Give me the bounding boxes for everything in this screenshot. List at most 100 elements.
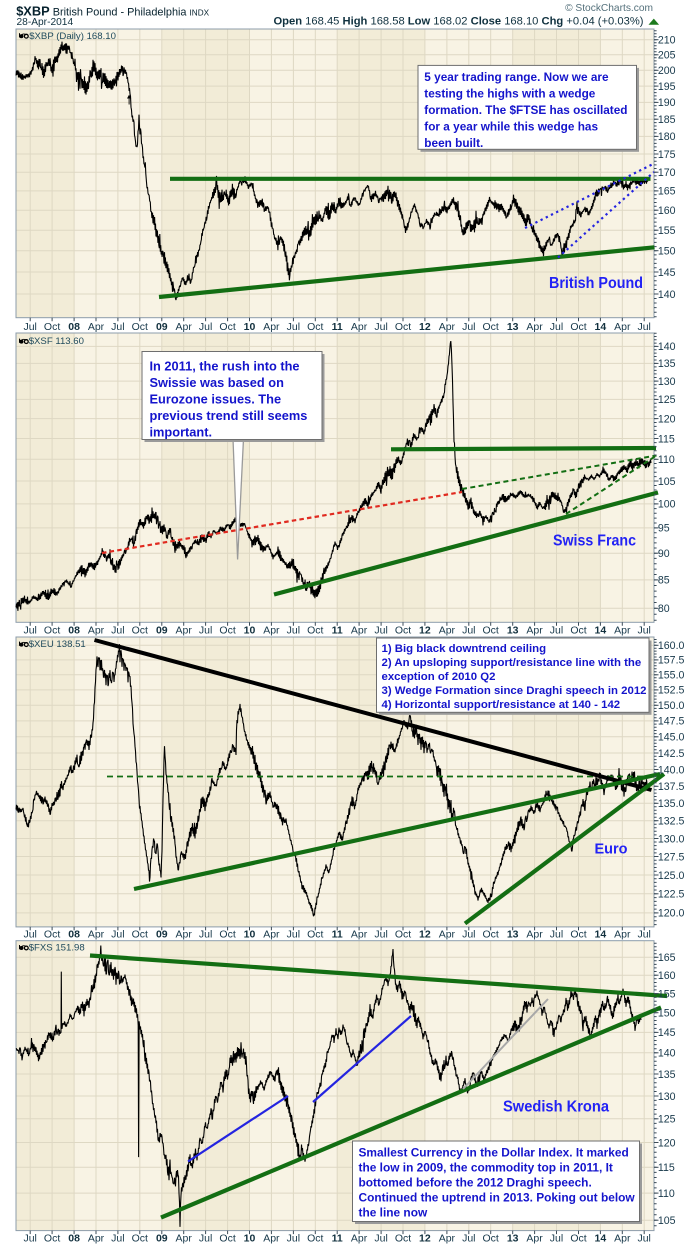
svg-text:100: 100 bbox=[658, 499, 676, 511]
svg-text:205: 205 bbox=[658, 50, 676, 62]
svg-text:Swissie was based on: Swissie was based on bbox=[150, 375, 285, 390]
svg-text:170: 170 bbox=[658, 167, 676, 179]
svg-text:Jul: Jul bbox=[462, 624, 475, 636]
svg-text:85: 85 bbox=[658, 575, 670, 587]
svg-text:Oct: Oct bbox=[132, 1233, 148, 1245]
svg-text:Apr: Apr bbox=[88, 929, 105, 941]
svg-text:Apr: Apr bbox=[176, 929, 193, 941]
svg-text:125: 125 bbox=[658, 394, 676, 406]
svg-text:09: 09 bbox=[156, 1233, 168, 1245]
svg-text:13: 13 bbox=[507, 1233, 519, 1245]
svg-text:$XBP (Daily) 168.10: $XBP (Daily) 168.10 bbox=[29, 31, 116, 42]
svg-text:145.0: 145.0 bbox=[658, 732, 685, 744]
svg-text:165: 165 bbox=[658, 952, 676, 964]
svg-text:12: 12 bbox=[419, 321, 431, 333]
svg-text:Euro: Euro bbox=[595, 841, 628, 858]
svg-text:105: 105 bbox=[658, 1215, 676, 1227]
svg-text:Open 168.45 High 168.58 Low: Open 168.45 High 168.58 Low 168.02 Close… bbox=[273, 15, 643, 27]
svg-text:Apr: Apr bbox=[614, 321, 631, 333]
svg-text:Oct: Oct bbox=[570, 321, 586, 333]
svg-text:147.5: 147.5 bbox=[658, 716, 685, 728]
svg-text:125: 125 bbox=[658, 1114, 676, 1126]
svg-text:130: 130 bbox=[658, 1091, 676, 1103]
svg-text:Oct: Oct bbox=[219, 321, 235, 333]
svg-text:09: 09 bbox=[156, 624, 168, 636]
svg-text:Jul: Jul bbox=[23, 624, 36, 636]
svg-text:185: 185 bbox=[658, 114, 676, 126]
svg-text:5 year trading range. Now we a: 5 year trading range. Now we are bbox=[424, 70, 609, 84]
svg-text:13: 13 bbox=[507, 929, 519, 941]
svg-text:Jul: Jul bbox=[111, 929, 124, 941]
svg-text:10: 10 bbox=[244, 929, 256, 941]
svg-text:for a year while this wedge ha: for a year while this wedge has bbox=[424, 120, 598, 134]
svg-text:Apr: Apr bbox=[526, 321, 543, 333]
svg-text:165: 165 bbox=[658, 186, 676, 198]
svg-text:Jul: Jul bbox=[462, 321, 475, 333]
svg-text:190: 190 bbox=[658, 97, 676, 109]
svg-text:Swiss Franc: Swiss Franc bbox=[553, 533, 636, 550]
svg-text:Oct: Oct bbox=[570, 1233, 586, 1245]
svg-text:$FXS 151.98: $FXS 151.98 bbox=[29, 943, 85, 954]
svg-text:Apr: Apr bbox=[263, 1233, 280, 1245]
svg-text:Jul: Jul bbox=[550, 929, 563, 941]
svg-text:Jul: Jul bbox=[550, 1233, 563, 1245]
svg-text:09: 09 bbox=[156, 321, 168, 333]
svg-text:Oct: Oct bbox=[219, 929, 235, 941]
svg-text:160: 160 bbox=[658, 970, 676, 982]
svg-text:08: 08 bbox=[68, 929, 80, 941]
svg-text:Jul: Jul bbox=[462, 929, 475, 941]
svg-text:160.0: 160.0 bbox=[658, 640, 685, 652]
svg-text:Jul: Jul bbox=[287, 929, 300, 941]
svg-text:130.0: 130.0 bbox=[658, 833, 685, 845]
svg-text:14: 14 bbox=[595, 321, 607, 333]
svg-text:British Pound: British Pound bbox=[549, 275, 643, 292]
svg-text:150: 150 bbox=[658, 246, 676, 258]
svg-text:157.5: 157.5 bbox=[658, 655, 685, 667]
svg-text:bottomed before the 2012 Dragh: bottomed before the 2012 Draghi speech. bbox=[359, 1175, 592, 1189]
svg-text:the low in 2009, the commodity: the low in 2009, the commodity top in 20… bbox=[359, 1160, 613, 1174]
svg-text:Apr: Apr bbox=[263, 929, 280, 941]
svg-text:1) Big black downtrend ceiling: 1) Big black downtrend ceiling bbox=[382, 643, 547, 655]
svg-text:Apr: Apr bbox=[88, 1233, 105, 1245]
svg-text:Jul: Jul bbox=[111, 624, 124, 636]
svg-text:Oct: Oct bbox=[132, 321, 148, 333]
svg-text:Apr: Apr bbox=[88, 624, 105, 636]
svg-text:Jul: Jul bbox=[374, 321, 387, 333]
svg-text:110: 110 bbox=[658, 1188, 675, 1200]
svg-text:140.0: 140.0 bbox=[658, 764, 685, 776]
svg-text:11: 11 bbox=[332, 624, 343, 636]
svg-text:the line now: the line now bbox=[359, 1205, 428, 1219]
svg-text:10: 10 bbox=[244, 624, 256, 636]
svg-text:previous trend still seems: previous trend still seems bbox=[150, 408, 308, 423]
svg-text:Apr: Apr bbox=[351, 321, 368, 333]
svg-text:Oct: Oct bbox=[307, 1233, 323, 1245]
svg-text:10: 10 bbox=[244, 1233, 256, 1245]
svg-text:Oct: Oct bbox=[307, 929, 323, 941]
svg-text:Jul: Jul bbox=[374, 929, 387, 941]
svg-text:127.5: 127.5 bbox=[658, 851, 685, 863]
svg-text:155.0: 155.0 bbox=[658, 670, 685, 682]
svg-text:Jul: Jul bbox=[374, 624, 387, 636]
svg-text:12: 12 bbox=[419, 624, 431, 636]
svg-text:Jul: Jul bbox=[550, 624, 563, 636]
svg-text:Oct: Oct bbox=[132, 929, 148, 941]
svg-text:2) An upsloping support/resist: 2) An upsloping support/resistance line … bbox=[382, 657, 642, 669]
svg-text:95: 95 bbox=[658, 523, 670, 535]
svg-text:Apr: Apr bbox=[439, 929, 456, 941]
svg-text:Oct: Oct bbox=[483, 1233, 499, 1245]
svg-text:Jul: Jul bbox=[550, 321, 563, 333]
svg-text:Oct: Oct bbox=[307, 624, 323, 636]
svg-text:140: 140 bbox=[658, 1048, 676, 1060]
svg-text:Oct: Oct bbox=[395, 1233, 411, 1245]
svg-text:Jul: Jul bbox=[287, 624, 300, 636]
svg-text:Oct: Oct bbox=[132, 624, 148, 636]
svg-text:11: 11 bbox=[332, 321, 343, 333]
svg-text:Jul: Jul bbox=[23, 321, 36, 333]
svg-text:175: 175 bbox=[658, 149, 676, 161]
svg-text:155: 155 bbox=[658, 225, 676, 237]
svg-text:13: 13 bbox=[507, 321, 519, 333]
svg-text:testing the highs with a wedge: testing the highs with a wedge bbox=[424, 86, 596, 100]
svg-text:120: 120 bbox=[658, 413, 676, 425]
svg-text:Apr: Apr bbox=[88, 321, 105, 333]
svg-text:Oct: Oct bbox=[219, 1233, 235, 1245]
